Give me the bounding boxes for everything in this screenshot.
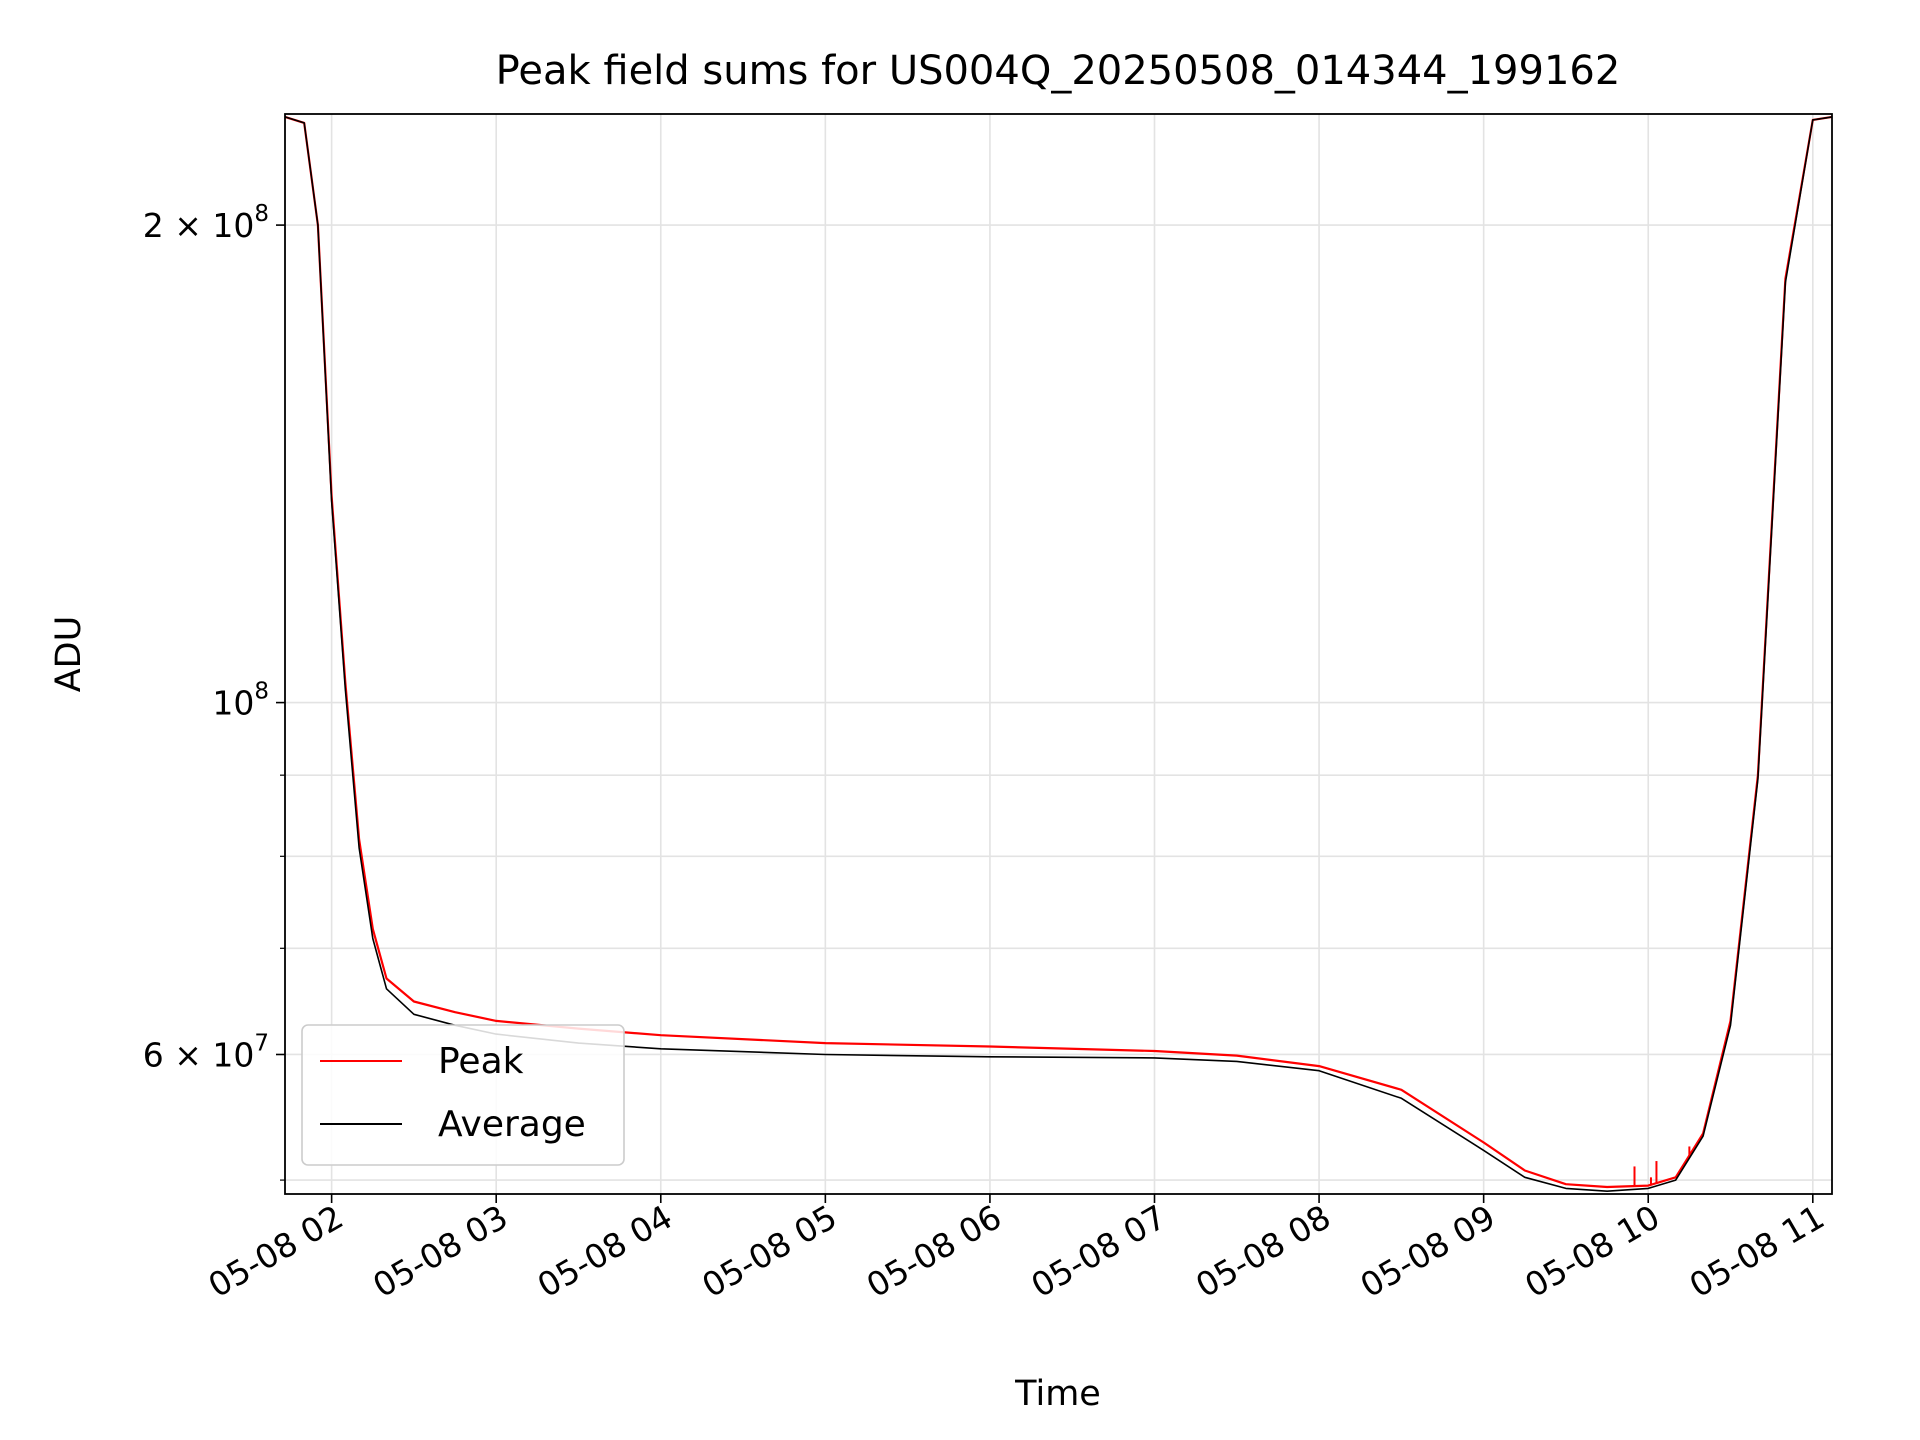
series-line-average bbox=[284, 116, 1833, 1192]
legend-label: Average bbox=[438, 1104, 586, 1145]
chart-title: Peak field sums for US004Q_20250508_0143… bbox=[496, 48, 1621, 94]
legend-label: Peak bbox=[438, 1041, 524, 1082]
y-tick-label: 6 × 107 bbox=[143, 1030, 269, 1074]
x-axis-label: Time bbox=[1014, 1374, 1101, 1414]
y-tick-label: 108 bbox=[212, 679, 269, 723]
axes-frame bbox=[284, 113, 1833, 1195]
gridlines bbox=[285, 114, 1832, 1194]
y-tick-label: 2 × 108 bbox=[143, 201, 269, 245]
legend: Peak Average bbox=[301, 1024, 625, 1166]
y-axis-label: ADU bbox=[49, 616, 89, 693]
plot-area bbox=[284, 115, 1833, 1192]
